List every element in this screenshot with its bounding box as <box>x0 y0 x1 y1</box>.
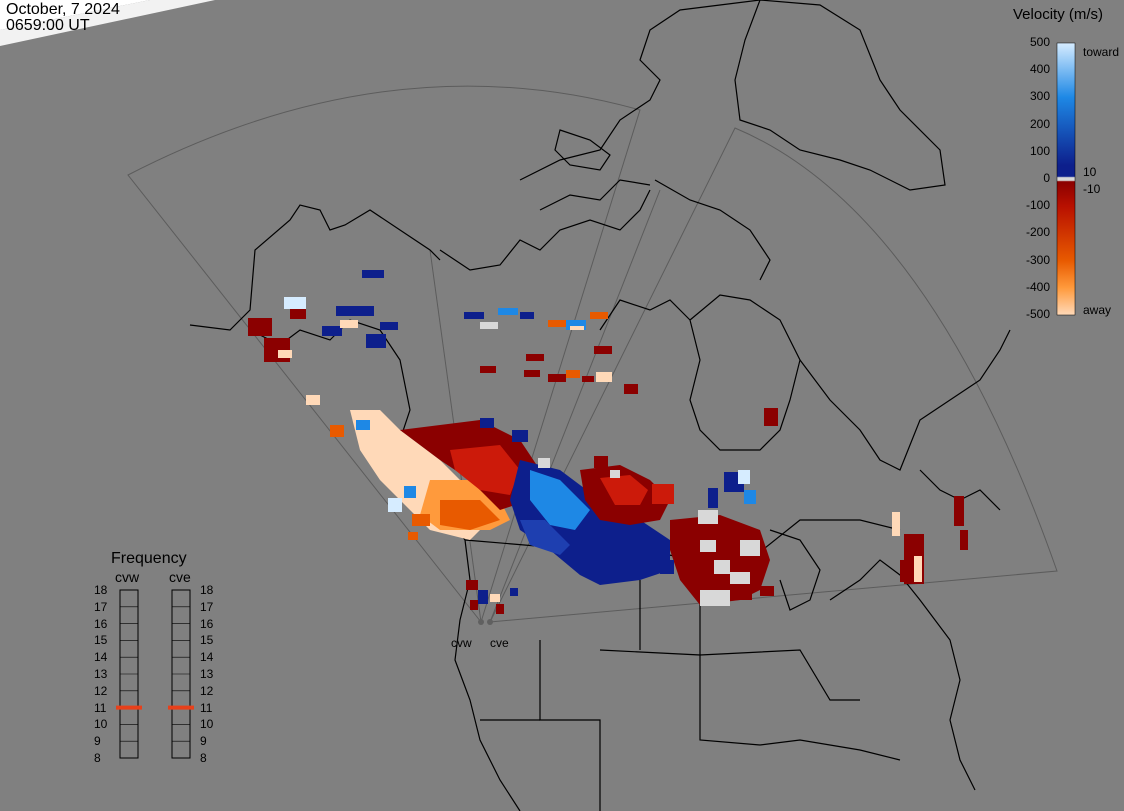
frequency-tick: 14 <box>200 650 214 665</box>
legend-note-10: 10 <box>1083 165 1097 179</box>
frequency-tick: 17 <box>200 599 214 614</box>
radar-fov <box>127 85 1058 623</box>
coastlines <box>189 0 1011 811</box>
frequency-title: Frequency <box>111 550 187 567</box>
velocity-tick: 0 <box>1043 171 1050 185</box>
radar-label-cve: cve <box>490 636 509 650</box>
frequency-tick: 9 <box>200 734 207 749</box>
frequency-tick: 13 <box>200 667 214 681</box>
time-label: 0659:00 UT <box>6 17 90 34</box>
legend-note-toward: toward <box>1083 45 1120 59</box>
frequency-markers <box>116 705 194 710</box>
frequency-tick: 17 <box>94 599 108 614</box>
velocity-tick: 500 <box>1029 35 1050 49</box>
frequency-tick: 10 <box>200 717 214 732</box>
frequency-tick: 16 <box>200 616 214 631</box>
velocity-tick: 100 <box>1029 143 1050 158</box>
frequency-tick: 18 <box>200 583 214 597</box>
frequency-tick: 16 <box>94 616 108 631</box>
frequency-tick: 11 <box>94 700 107 715</box>
frequency-tick: 14 <box>94 650 108 665</box>
radar-label-cvw: cvw <box>451 636 472 650</box>
velocity-tick: 200 <box>1029 116 1050 131</box>
legend-note-minus-10: -10 <box>1083 182 1101 196</box>
frequency-tick: 11 <box>200 700 213 715</box>
velocity-colorbar <box>1056 42 1076 316</box>
frequency-tick: 12 <box>94 683 108 698</box>
velocity-tick: 300 <box>1029 89 1050 104</box>
frequency-tick: 15 <box>200 633 214 648</box>
frequency-tick-lines <box>120 589 190 759</box>
radar-sites <box>478 619 493 625</box>
date-label: October, 7 2024 <box>6 1 120 18</box>
velocity-tick: -400 <box>1025 279 1050 294</box>
frequency-tick: 9 <box>94 734 101 749</box>
frequency-tick: 10 <box>94 717 108 732</box>
velocity-tick: -300 <box>1025 252 1050 267</box>
velocity-legend-title: Velocity (m/s) <box>1013 6 1104 23</box>
daylight-edge <box>0 0 215 46</box>
frequency-tick: 12 <box>200 683 214 698</box>
frequency-label-cvw: cvw <box>115 569 140 585</box>
velocity-tick: -500 <box>1025 307 1050 321</box>
velocity-tick: 400 <box>1029 62 1050 77</box>
frequency-label-cve: cve <box>169 569 191 585</box>
velocity-cells <box>248 270 968 614</box>
frequency-marker-cvw <box>116 705 142 710</box>
legend-note-away: away <box>1083 303 1112 317</box>
velocity-tick: -100 <box>1025 198 1050 213</box>
velocity-tick: -200 <box>1025 225 1050 240</box>
frequency-tick: 18 <box>94 583 108 597</box>
frequency-tick: 8 <box>94 751 101 765</box>
frequency-marker-cve <box>168 705 194 710</box>
frequency-tick: 15 <box>94 633 108 648</box>
frequency-tick: 8 <box>200 751 207 765</box>
frequency-tick: 13 <box>94 667 108 681</box>
